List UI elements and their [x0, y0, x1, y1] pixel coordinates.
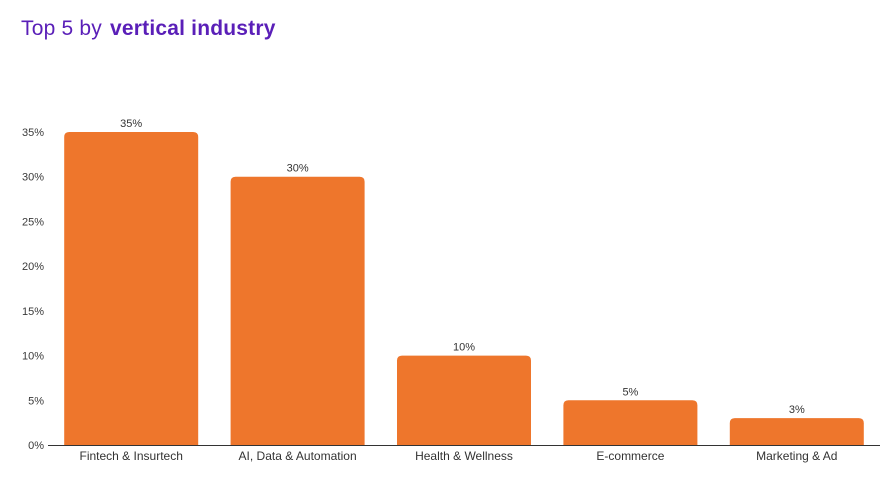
y-tick-label: 5%: [28, 395, 44, 407]
bar-data-label: 5%: [622, 386, 638, 398]
y-tick-label: 10%: [22, 351, 44, 363]
chart-title-prefix: Top 5 by: [21, 17, 102, 40]
y-axis: 0% 5% 10% 15% 20% 25% 30% 35%: [22, 127, 44, 452]
y-tick-label: 25%: [22, 216, 44, 228]
x-category-label: Health & Wellness: [415, 449, 513, 463]
y-tick-label: 0%: [28, 440, 44, 452]
x-category-label: Marketing & Ad: [756, 449, 837, 463]
chart-title: Top 5 by vertical industry: [21, 17, 276, 41]
y-tick-label: 20%: [22, 261, 44, 273]
x-category-label: AI, Data & Automation: [239, 449, 357, 463]
bar: [64, 132, 199, 445]
bar-data-label: 30%: [287, 163, 309, 175]
y-tick-label: 15%: [22, 306, 44, 318]
bar: [397, 355, 531, 445]
bar-data-label: 3%: [789, 404, 805, 416]
bar: [729, 418, 864, 445]
y-tick-label: 30%: [22, 172, 44, 184]
y-tick-label: 35%: [22, 127, 44, 139]
bars-group: 35% Fintech & Insurtech 30% AI, Data & Auto…: [64, 118, 864, 463]
x-category-label: E-commerce: [596, 449, 664, 463]
bar-data-label: 35%: [120, 118, 142, 130]
x-category-label: Fintech & Insurtech: [80, 449, 183, 463]
chart-title-emphasis: vertical industry: [110, 17, 276, 40]
bar-data-label: 10%: [453, 342, 475, 354]
bar: [230, 176, 365, 445]
bar: [563, 400, 698, 445]
